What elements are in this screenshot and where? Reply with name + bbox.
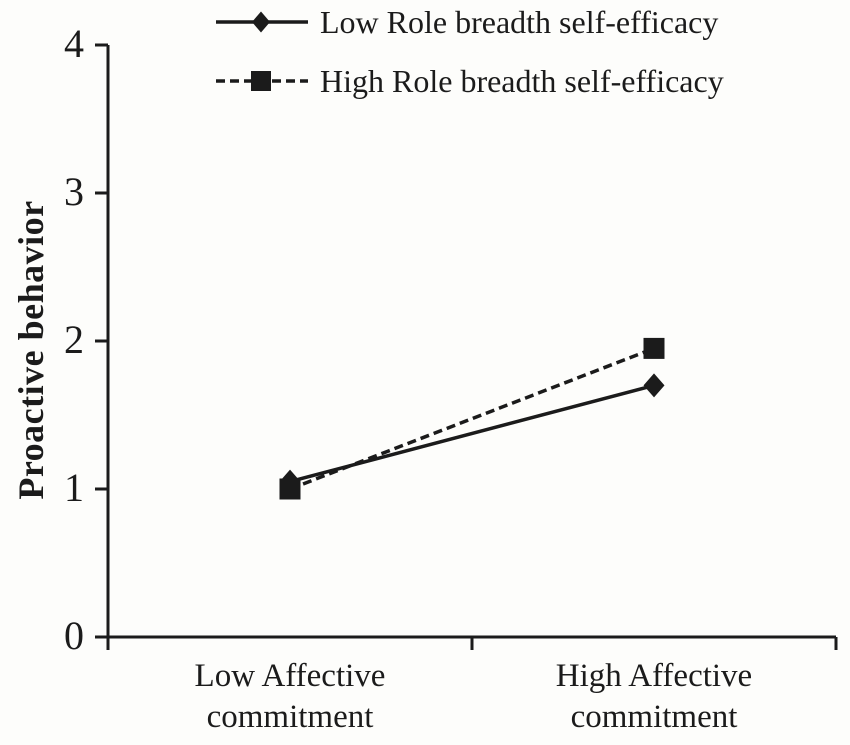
y-tick-label-0: 0 [64, 613, 84, 659]
y-axis-title: Proactive behavior [11, 200, 51, 500]
legend-item-low-rbse: Low Role breadth self-efficacy [212, 0, 718, 44]
legend-item-high-rbse: High Role breadth self-efficacy [212, 59, 724, 103]
x-category-line-2: commitment [570, 699, 738, 735]
x-category-line-1: Low Affective [194, 658, 386, 694]
legend-solid-diamond-glyph-icon [216, 11, 308, 33]
x-category-line-1: High Affective [555, 658, 753, 694]
axes [95, 43, 838, 650]
legend-square-icon [251, 71, 271, 91]
square-marker-icon [279, 478, 301, 500]
y-tick-label-1: 1 [64, 465, 84, 511]
x-category-label-high-affective: High Affective commitment [504, 656, 804, 738]
y-tick-label-3: 3 [64, 169, 84, 215]
diamond-marker-icon [643, 373, 665, 398]
series-line-1 [289, 346, 655, 491]
x-category-line-2: commitment [206, 699, 374, 735]
legend-dashed-square-glyph-icon [216, 71, 308, 91]
legend-label-low-rbse: Low Role breadth self-efficacy [320, 3, 719, 40]
x-category-label-low-affective: Low Affective commitment [140, 656, 440, 738]
legend-diamond-icon [252, 11, 270, 33]
y-tick-label-2: 2 [64, 317, 84, 363]
legend: Low Role breadth self-efficacy High Role… [0, 0, 850, 110]
legend-label-high-rbse: High Role breadth self-efficacy [320, 62, 724, 99]
square-marker-icon [643, 337, 665, 359]
y-tick-label-4: 4 [64, 21, 84, 67]
series-line-0 [289, 383, 655, 484]
